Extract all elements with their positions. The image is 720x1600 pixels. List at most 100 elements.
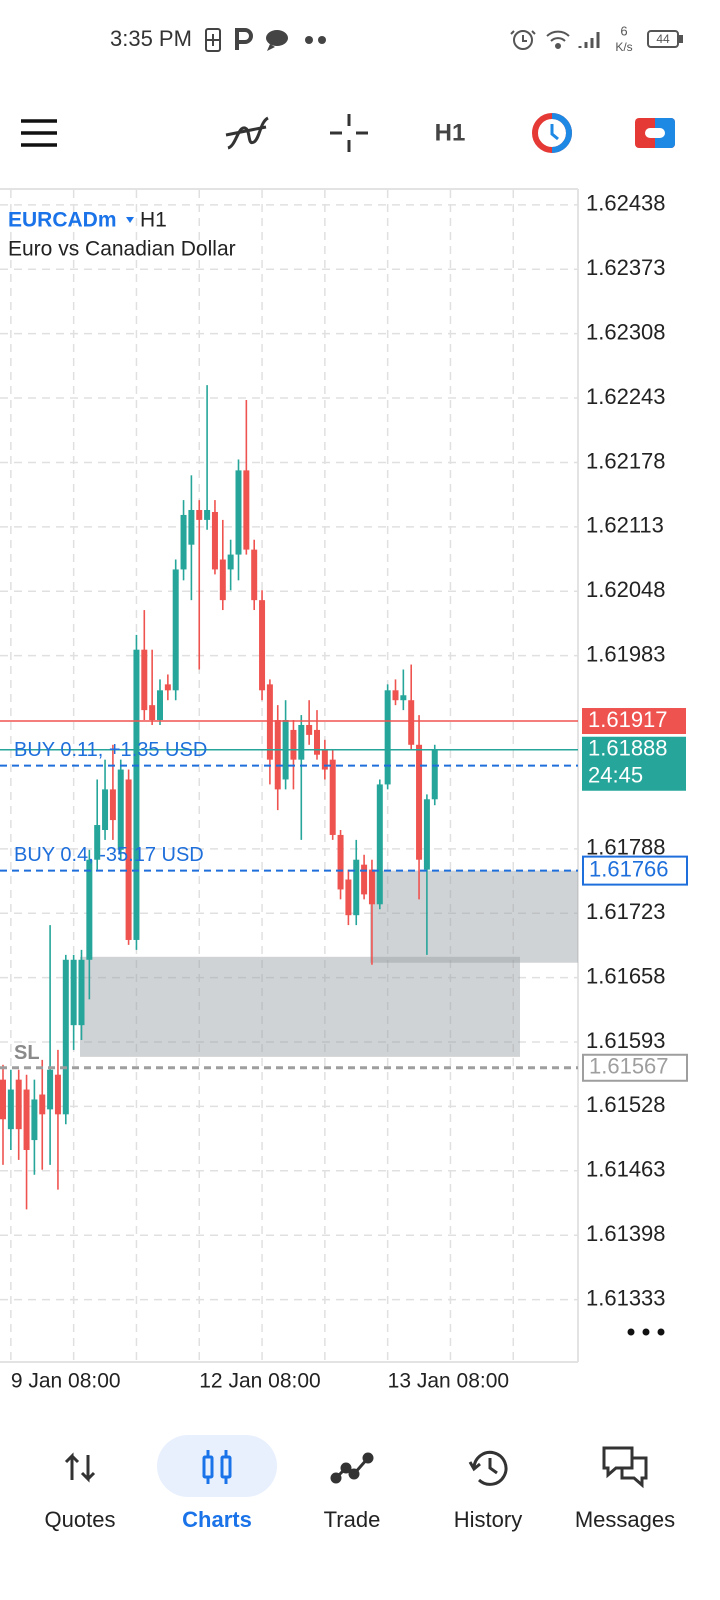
candle-body bbox=[15, 1079, 22, 1130]
y-tick-label: 1.62048 bbox=[586, 577, 666, 602]
order-label: BUY 0.11, +1.35 USD bbox=[14, 739, 207, 761]
candle-body bbox=[86, 859, 93, 960]
symbol[interactable]: EURCADm bbox=[8, 209, 117, 232]
candle-body bbox=[423, 799, 430, 870]
stop-loss-price: 1.61567 bbox=[589, 1054, 669, 1079]
candle-body bbox=[94, 825, 101, 860]
y-tick-label: 1.62113 bbox=[586, 513, 664, 538]
y-tick-label: 1.62438 bbox=[586, 191, 666, 216]
active-tab-highlight bbox=[157, 1435, 277, 1497]
indicators-button[interactable] bbox=[225, 116, 269, 150]
charts-icon[interactable] bbox=[202, 1450, 232, 1484]
bid-tag bbox=[582, 708, 686, 735]
candle-body bbox=[266, 684, 273, 760]
candle-body bbox=[102, 789, 109, 830]
stop-loss-label: SL bbox=[14, 1042, 40, 1064]
candle-body bbox=[47, 1069, 54, 1110]
candle-body bbox=[337, 834, 344, 890]
speed-value: 6 bbox=[620, 23, 627, 38]
candle-body bbox=[149, 705, 156, 721]
candle-body bbox=[172, 569, 179, 691]
nav-label[interactable]: Trade bbox=[324, 1507, 381, 1532]
status-time: 3:35 PM bbox=[110, 26, 192, 51]
candle-body bbox=[345, 879, 352, 916]
candle-body bbox=[157, 690, 163, 721]
candle-body bbox=[180, 514, 187, 570]
candle-body bbox=[243, 470, 250, 550]
y-tick-label: 1.61788 bbox=[586, 835, 666, 860]
timeframe-button[interactable]: H1 bbox=[435, 119, 466, 146]
grid bbox=[0, 190, 578, 1362]
battery-level: 44 bbox=[656, 32, 670, 46]
zones bbox=[80, 870, 578, 1057]
history-icon[interactable] bbox=[468, 1450, 508, 1486]
candle-body bbox=[39, 1094, 46, 1115]
bottom-nav: Quotes Charts Trade History Messages bbox=[45, 1507, 676, 1532]
trade-button[interactable] bbox=[635, 118, 675, 148]
nav-label[interactable]: Quotes bbox=[45, 1507, 116, 1532]
candle-body bbox=[290, 729, 297, 760]
y-tick-label: 1.61463 bbox=[586, 1157, 666, 1182]
y-tick-label: 1.62308 bbox=[586, 319, 666, 344]
x-tick-label: 12 Jan 08:00 bbox=[199, 1370, 320, 1393]
y-tick-label: 1.62373 bbox=[586, 255, 666, 280]
status-icons-left bbox=[205, 28, 326, 52]
levels: BUY 0.11, +1.35 USD BUY 0.4, -35.17 USD SL bbox=[0, 720, 578, 1070]
y-tick-label: 1.61593 bbox=[586, 1028, 666, 1053]
candle-body bbox=[141, 649, 148, 711]
chart-frame bbox=[0, 188, 579, 1363]
y-tick-label: 1.61333 bbox=[586, 1285, 666, 1310]
candle-body bbox=[70, 959, 77, 1026]
order-label: BUY 0.4, -35.17 USD bbox=[14, 844, 204, 866]
candle-body bbox=[125, 779, 132, 940]
candle-body bbox=[62, 959, 69, 1115]
candle-body bbox=[259, 600, 266, 691]
y-tick-label: 1.61398 bbox=[586, 1221, 666, 1246]
nav-label[interactable]: History bbox=[454, 1507, 522, 1532]
messages-icon[interactable] bbox=[602, 1446, 648, 1489]
nav-label[interactable]: Charts bbox=[182, 1507, 252, 1532]
y-tick-label: 1.62243 bbox=[586, 384, 666, 409]
ask-tag bbox=[582, 736, 686, 791]
y-tick-label: 1.62178 bbox=[586, 448, 666, 473]
y-tick-label: 1.61528 bbox=[586, 1092, 666, 1117]
candle-body bbox=[368, 869, 375, 905]
candle-body bbox=[251, 549, 258, 601]
crosshair-button[interactable] bbox=[330, 114, 368, 152]
candle-body bbox=[321, 749, 328, 770]
chart-timeframe: H1 bbox=[140, 209, 167, 232]
candle-body bbox=[31, 1099, 38, 1141]
symbol-description: Euro vs Canadian Dollar bbox=[8, 238, 236, 261]
price-zone bbox=[370, 870, 578, 963]
ask-price: 1.61888 bbox=[588, 736, 668, 761]
one-click-button[interactable] bbox=[532, 113, 572, 153]
candle-body bbox=[329, 759, 336, 835]
candle-body bbox=[431, 749, 438, 800]
symbol-dropdown[interactable] bbox=[126, 217, 134, 223]
candle-body bbox=[188, 509, 195, 545]
candle-body bbox=[227, 554, 234, 570]
trade-icon[interactable] bbox=[330, 1452, 374, 1484]
nav-label[interactable]: Messages bbox=[575, 1507, 675, 1532]
candle-body bbox=[196, 509, 203, 520]
candle-body bbox=[392, 690, 399, 701]
candle-body bbox=[274, 720, 281, 790]
stop-loss-tag bbox=[582, 1053, 688, 1082]
order-tag bbox=[582, 855, 688, 886]
candle-body bbox=[164, 684, 171, 691]
candle-body bbox=[23, 1089, 30, 1150]
candle-body bbox=[0, 1079, 6, 1120]
candle-body bbox=[235, 470, 242, 555]
order-price: 1.61766 bbox=[589, 856, 669, 881]
status-icons-right bbox=[510, 30, 683, 50]
x-tick-label: 9 Jan 08:00 bbox=[11, 1370, 121, 1393]
candle-body bbox=[361, 864, 368, 895]
menu-button[interactable] bbox=[21, 119, 57, 147]
quotes-icon[interactable] bbox=[64, 1452, 96, 1483]
bid-price: 1.61917 bbox=[588, 707, 668, 732]
candle-body bbox=[376, 784, 383, 905]
more-button[interactable] bbox=[627, 1328, 665, 1336]
candle-body bbox=[314, 729, 320, 755]
candles bbox=[0, 385, 438, 1210]
